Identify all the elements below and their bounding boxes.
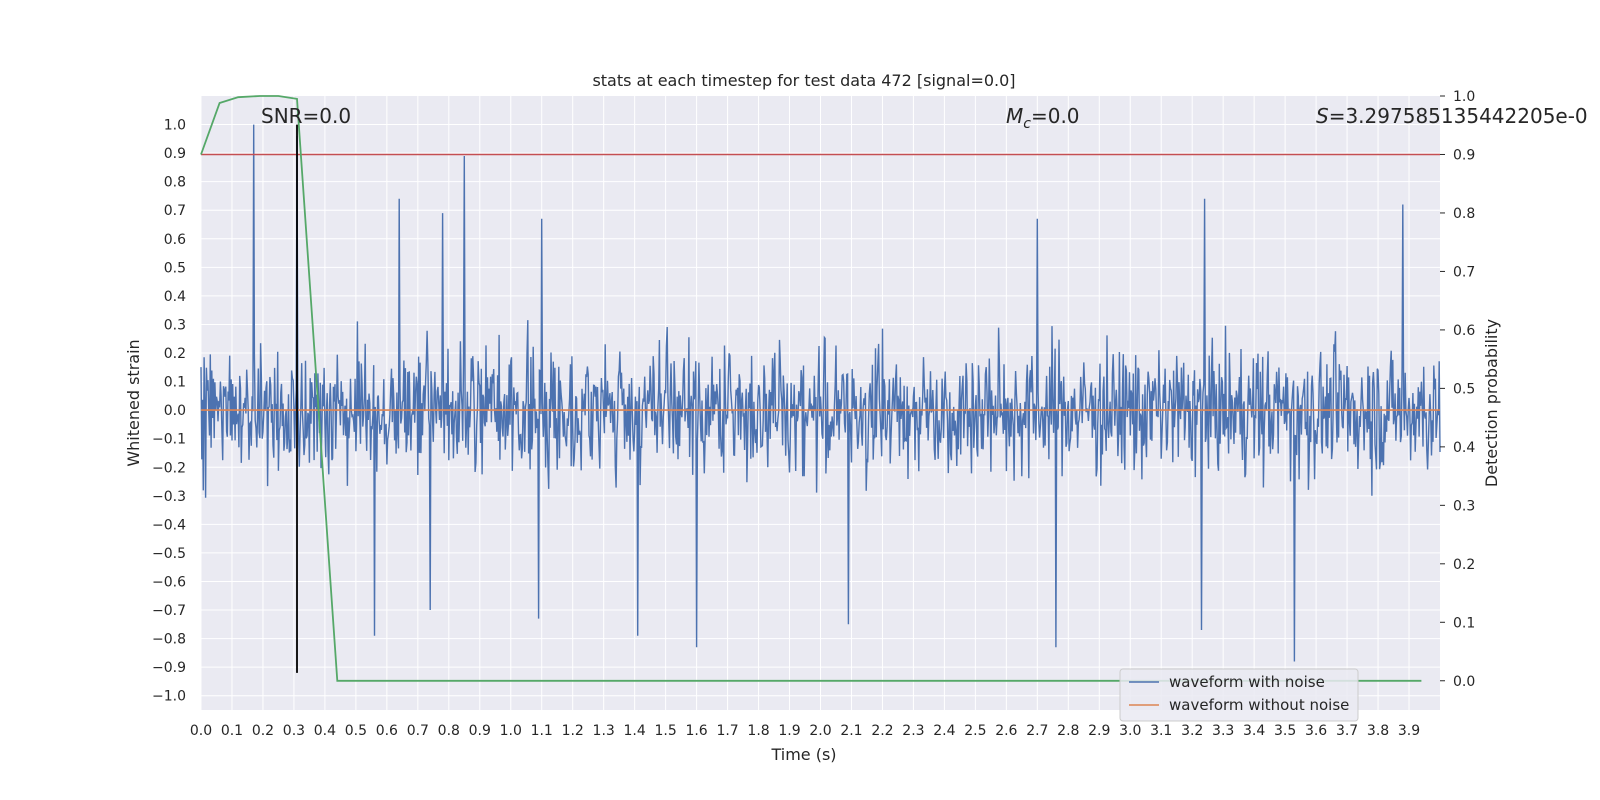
y-left-tick-label: −0.3	[152, 489, 186, 505]
x-tick-label: 1.7	[716, 723, 738, 739]
y-left-tick-label: 0.3	[164, 317, 186, 333]
s-value: =3.297585135442205e-0	[1329, 104, 1588, 128]
chirp-mass-symbol: M	[1006, 104, 1023, 128]
x-tick-label: 1.3	[593, 723, 615, 739]
x-tick-label: 1.8	[747, 723, 769, 739]
y-right-tick-label: 0.7	[1453, 264, 1475, 280]
snr-annotation: SNR=0.0	[261, 104, 351, 128]
x-tick-label: 3.9	[1398, 723, 1420, 739]
y-left-tick-label: 0.4	[164, 289, 186, 305]
y-right-tick-label: 0.0	[1453, 674, 1475, 690]
series-layer	[200, 95, 1441, 682]
x-tick-label: 0.6	[376, 723, 398, 739]
legend-label-clean: waveform without noise	[1169, 696, 1349, 714]
x-tick-label: 1.6	[685, 723, 707, 739]
x-tick-label: 3.8	[1367, 723, 1389, 739]
x-tick-label: 2.6	[995, 723, 1017, 739]
y-left-tick-label: −1.0	[152, 689, 186, 705]
chirp-mass-annotation: Mc=0.0	[1006, 104, 1080, 132]
x-tick-label: 3.6	[1305, 723, 1327, 739]
x-tick-label: 2.2	[871, 723, 893, 739]
y-right-tick-label: 1.0	[1453, 89, 1475, 105]
y-left-tick-label: −0.9	[152, 660, 186, 676]
y-left-tick-label: 0.2	[164, 346, 186, 362]
x-tick-label: 3.4	[1243, 723, 1265, 739]
y-left-tick-label: −0.8	[152, 632, 186, 648]
y-axis-right-ticks: 1.0 0.9 0.8 0.7 0.6 0.5 0.4 0.3 0.2 0.1 0.0	[1440, 89, 1475, 690]
x-tick-label: 0.7	[407, 723, 429, 739]
y-left-tick-label: −0.1	[152, 432, 186, 448]
y-axis-left-ticks: 1.0 0.9 0.8 0.7 0.6 0.5 0.4 0.3 0.2 0.1 0.0 −0.1 −0.…	[152, 118, 186, 705]
x-axis-ticks: 0.0 0.1 0.2 0.3 0.4 0.5 0.6 0.7 0.8 0.9 1.0 1.1 1.2 1…	[190, 723, 1420, 739]
s-symbol: S	[1316, 104, 1329, 128]
chirp-mass-value: =0.0	[1031, 104, 1080, 128]
y-left-tick-label: −0.7	[152, 603, 186, 619]
y-right-tick-label: 0.4	[1453, 440, 1475, 456]
x-tick-label: 2.9	[1088, 723, 1110, 739]
legend-box	[1119, 668, 1359, 722]
x-tick-label: 1.5	[654, 723, 676, 739]
y-left-tick-label: 0.7	[164, 203, 186, 219]
series-waveform-with-noise	[200, 124, 1441, 662]
x-tick-label: 3.2	[1181, 723, 1203, 739]
s-annotation: S=3.297585135442205e-0	[1316, 104, 1588, 128]
x-tick-label: 0.3	[283, 723, 305, 739]
y-left-tick-label: 1.0	[164, 118, 186, 134]
y-right-tick-label: 0.8	[1453, 206, 1475, 222]
y-left-tick-label: −0.2	[152, 460, 186, 476]
x-tick-label: 0.4	[314, 723, 336, 739]
x-tick-label: 1.4	[624, 723, 646, 739]
x-tick-label: 2.8	[1057, 723, 1079, 739]
chirp-mass-subscript: c	[1023, 116, 1031, 132]
y-left-tick-label: 0.5	[164, 260, 186, 276]
y-left-tick-label: −0.6	[152, 574, 186, 590]
x-tick-label: 0.1	[221, 723, 243, 739]
x-tick-label: 3.7	[1336, 723, 1358, 739]
x-tick-label: 2.5	[964, 723, 986, 739]
x-tick-label: 3.5	[1274, 723, 1296, 739]
y-left-tick-label: 0.6	[164, 232, 186, 248]
y-right-tick-label: 0.2	[1453, 557, 1475, 573]
x-tick-label: 0.2	[252, 723, 274, 739]
x-tick-label: 2.0	[809, 723, 831, 739]
y-left-tick-label: −0.5	[152, 546, 186, 562]
x-tick-label: 2.3	[902, 723, 924, 739]
series-detection-probability	[200, 95, 1422, 682]
y-right-tick-label: 0.1	[1453, 615, 1475, 631]
y-left-tick-label: 0.0	[164, 403, 186, 419]
x-tick-label: 0.9	[469, 723, 491, 739]
x-tick-label: 2.4	[933, 723, 955, 739]
x-tick-label: 1.2	[562, 723, 584, 739]
y-left-tick-label: −0.4	[152, 517, 186, 533]
y-left-tick-label: 0.1	[164, 375, 186, 391]
y-left-tick-label: 0.9	[164, 146, 186, 162]
y-right-tick-label: 0.3	[1453, 498, 1475, 514]
y-axis-left-label: Whitened strain	[124, 339, 143, 466]
x-tick-label: 2.1	[840, 723, 862, 739]
y-right-tick-label: 0.6	[1453, 323, 1475, 339]
chart-title: stats at each timestep for test data 472…	[592, 71, 1015, 90]
x-tick-label: 1.9	[778, 723, 800, 739]
x-tick-label: 2.7	[1026, 723, 1048, 739]
y-axis-right-label: Detection probability	[1482, 319, 1501, 487]
x-tick-label: 3.0	[1119, 723, 1141, 739]
x-tick-label: 3.3	[1212, 723, 1234, 739]
legend: waveform with noise waveform without noi…	[1119, 668, 1359, 722]
x-tick-label: 0.5	[345, 723, 367, 739]
x-axis-label: Time (s)	[770, 745, 836, 764]
y-left-tick-label: 0.8	[164, 175, 186, 191]
x-tick-label: 0.8	[438, 723, 460, 739]
y-right-tick-label: 0.9	[1453, 147, 1475, 163]
x-tick-label: 1.0	[500, 723, 522, 739]
x-tick-label: 3.1	[1150, 723, 1172, 739]
y-right-tick-label: 0.5	[1453, 381, 1475, 397]
legend-label-noise: waveform with noise	[1169, 673, 1325, 691]
x-tick-label: 0.0	[190, 723, 212, 739]
x-tick-label: 1.1	[531, 723, 553, 739]
